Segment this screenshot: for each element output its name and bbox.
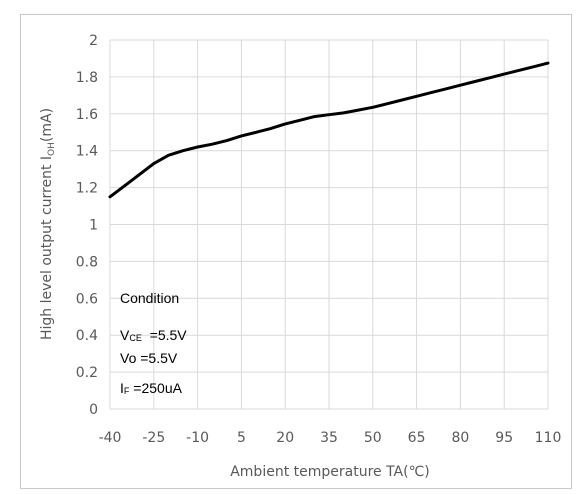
y-tick-label: 0.4 <box>76 328 98 344</box>
y-tick-label: 0.8 <box>76 254 98 270</box>
y-axis-label-subscript: OH <box>47 142 57 156</box>
y-tick-label: 1.2 <box>76 181 98 197</box>
y-tick-label: 1.6 <box>76 107 98 123</box>
x-axis-ticks: -40 -25 -10 5 20 35 50 65 80 95 110 <box>99 430 562 446</box>
condition-line-if-rest: =250uA <box>129 380 182 396</box>
condition-line-if-main: I <box>120 380 124 396</box>
condition-title: Condition <box>120 290 179 306</box>
grid <box>109 39 549 410</box>
y-tick-label: 0.6 <box>76 291 98 307</box>
condition-line-vo: Vo =5.5V <box>120 350 178 366</box>
y-axis-ticks: 0 0.2 0.4 0.6 0.8 1 1.2 1.4 1.6 1.8 2 <box>76 33 98 418</box>
x-axis-label: Ambient temperature TA(℃) <box>230 464 430 480</box>
y-tick-label: 2 <box>89 33 98 49</box>
chart-frame <box>20 14 572 489</box>
condition-line-vce-main: V <box>120 327 130 343</box>
x-tick-label: 35 <box>320 430 338 446</box>
condition-line-vce-rest: =5.5V <box>142 327 187 343</box>
condition-line-vce: VCE =5.5V <box>120 327 187 343</box>
y-axis-label-prefix: High level output current I <box>39 156 55 340</box>
x-tick-label: 5 <box>237 430 246 446</box>
x-tick-label: 95 <box>495 430 513 446</box>
x-tick-label: 50 <box>364 430 382 446</box>
series-line <box>108 61 550 199</box>
y-axis-label: High level output current IOH(mA) <box>39 108 57 340</box>
series-layer <box>108 61 550 199</box>
x-tick-label: -40 <box>99 430 122 446</box>
condition-line-if-sub: F <box>124 386 130 396</box>
y-tick-label: 0 <box>89 402 98 418</box>
condition-annotation: Condition VCE =5.5V Vo =5.5V IF =250uA <box>120 290 187 396</box>
condition-line-vo-main: Vo =5.5V <box>120 350 178 366</box>
y-tick-label: 0.2 <box>76 365 98 381</box>
y-tick-label: 1.4 <box>76 144 98 160</box>
x-tick-label: 20 <box>276 430 294 446</box>
condition-line-vce-sub: CE <box>129 333 142 343</box>
x-tick-label: -10 <box>186 430 209 446</box>
y-axis-label-suffix: (mA) <box>39 108 55 142</box>
x-tick-label: 65 <box>408 430 426 446</box>
condition-line-if: IF =250uA <box>120 380 183 396</box>
x-tick-label: 110 <box>535 430 562 446</box>
y-tick-label: 1.8 <box>76 70 98 86</box>
y-tick-label: 1 <box>89 218 98 234</box>
x-tick-label: 80 <box>451 430 469 446</box>
x-tick-label: -25 <box>142 430 165 446</box>
